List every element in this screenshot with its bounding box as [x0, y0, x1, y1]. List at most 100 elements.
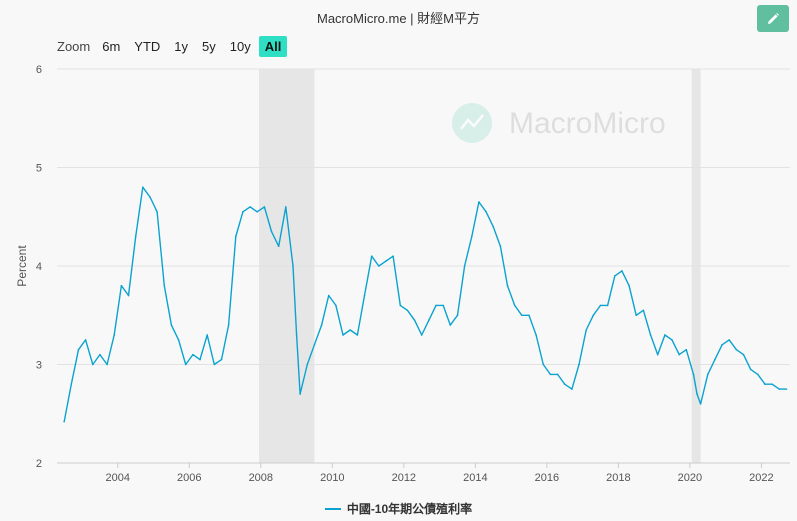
- data-point: [149, 196, 151, 198]
- data-point: [306, 363, 309, 366]
- data-point: [99, 353, 101, 356]
- data-point: [685, 348, 688, 351]
- edit-button[interactable]: [757, 5, 789, 32]
- data-point: [435, 304, 437, 307]
- x-tick-label: 2014: [463, 472, 487, 484]
- data-point: [664, 334, 666, 336]
- data-point: [392, 255, 394, 257]
- data-point: [528, 314, 530, 317]
- data-point: [692, 373, 695, 376]
- data-point: [349, 329, 352, 331]
- data-point: [706, 373, 709, 376]
- data-point: [142, 186, 144, 188]
- data-point: [63, 420, 65, 423]
- data-point: [563, 383, 566, 386]
- data-point: [263, 206, 266, 208]
- data-point: [714, 358, 716, 361]
- zoom-ytd-button[interactable]: YTD: [134, 38, 161, 54]
- data-point: [342, 334, 344, 336]
- zoom-10y-button[interactable]: 10y: [229, 38, 251, 54]
- chart-source-title: MacroMicro.me | 財經M平方: [317, 11, 480, 26]
- data-point: [696, 393, 698, 395]
- y-axis-label: Percent: [15, 245, 29, 287]
- data-point: [313, 344, 316, 346]
- data-point: [327, 294, 330, 297]
- data-point: [370, 255, 373, 257]
- legend[interactable]: 中國-10年期公債殖利率: [0, 500, 797, 517]
- pencil-icon: [768, 12, 779, 24]
- data-point: [134, 235, 137, 238]
- y-tick-label: 2: [36, 458, 42, 470]
- x-tick-label: 2018: [606, 472, 630, 484]
- y-tick-label: 3: [36, 360, 42, 372]
- data-point: [656, 353, 659, 356]
- x-tick-label: 2006: [177, 472, 201, 484]
- data-point: [220, 358, 223, 361]
- data-point: [649, 334, 652, 336]
- zoom-all-button[interactable]: All: [258, 35, 288, 57]
- data-point: [778, 388, 781, 390]
- data-point: [84, 339, 87, 341]
- data-point: [70, 383, 73, 386]
- data-point: [492, 225, 495, 228]
- data-point: [77, 348, 80, 351]
- data-point: [771, 383, 773, 386]
- data-point: [578, 363, 580, 366]
- data-point: [470, 235, 473, 238]
- data-point: [699, 403, 702, 405]
- data-point: [499, 245, 502, 248]
- data-point: [127, 294, 130, 297]
- data-point: [742, 353, 745, 356]
- data-point: [156, 211, 158, 213]
- zoom-6m-button[interactable]: 6m: [102, 38, 121, 54]
- data-point: [549, 373, 552, 376]
- x-tick-label: 2008: [249, 472, 273, 484]
- data-point: [764, 383, 766, 386]
- data-point: [735, 348, 738, 351]
- data-point: [556, 373, 559, 376]
- data-point: [170, 324, 173, 326]
- watermark-text: MacroMicro: [509, 107, 666, 140]
- data-point: [163, 284, 166, 287]
- data-point: [571, 388, 573, 390]
- data-point: [485, 211, 487, 213]
- data-point: [363, 294, 366, 297]
- data-point: [106, 363, 108, 366]
- zoom-label: Zoom: [57, 38, 91, 54]
- y-tick-label: 5: [36, 163, 42, 175]
- data-point: [213, 363, 216, 366]
- data-point: [757, 373, 759, 376]
- data-point: [406, 309, 409, 312]
- series-line: [63, 186, 787, 422]
- data-point: [234, 235, 237, 238]
- data-point: [606, 304, 609, 307]
- data-point: [506, 284, 509, 287]
- data-point: [184, 363, 187, 366]
- data-point: [585, 329, 587, 331]
- x-tick-label: 2020: [678, 472, 702, 484]
- data-point: [335, 304, 337, 307]
- legend-label: 中國-10年期公債殖利率: [346, 502, 473, 516]
- data-point: [413, 319, 416, 321]
- data-point: [249, 206, 251, 208]
- data-point: [120, 284, 123, 287]
- data-point: [592, 314, 595, 317]
- data-point: [399, 304, 402, 307]
- data-point: [521, 314, 523, 317]
- data-point: [295, 334, 298, 336]
- data-point: [177, 339, 180, 341]
- data-point: [678, 353, 680, 356]
- zoom-selector: Zoom 6m YTD 1y 5y 10y All: [57, 35, 289, 57]
- data-point: [199, 358, 201, 361]
- data-point: [671, 339, 673, 341]
- data-point: [91, 363, 94, 366]
- zoom-5y-button[interactable]: 5y: [202, 38, 216, 54]
- data-point: [621, 270, 623, 272]
- data-point: [428, 319, 430, 321]
- zoom-1y-button[interactable]: 1y: [174, 38, 189, 54]
- data-point: [635, 314, 638, 317]
- y-tick-label: 6: [36, 64, 42, 76]
- data-point: [721, 344, 723, 346]
- data-point: [420, 334, 423, 336]
